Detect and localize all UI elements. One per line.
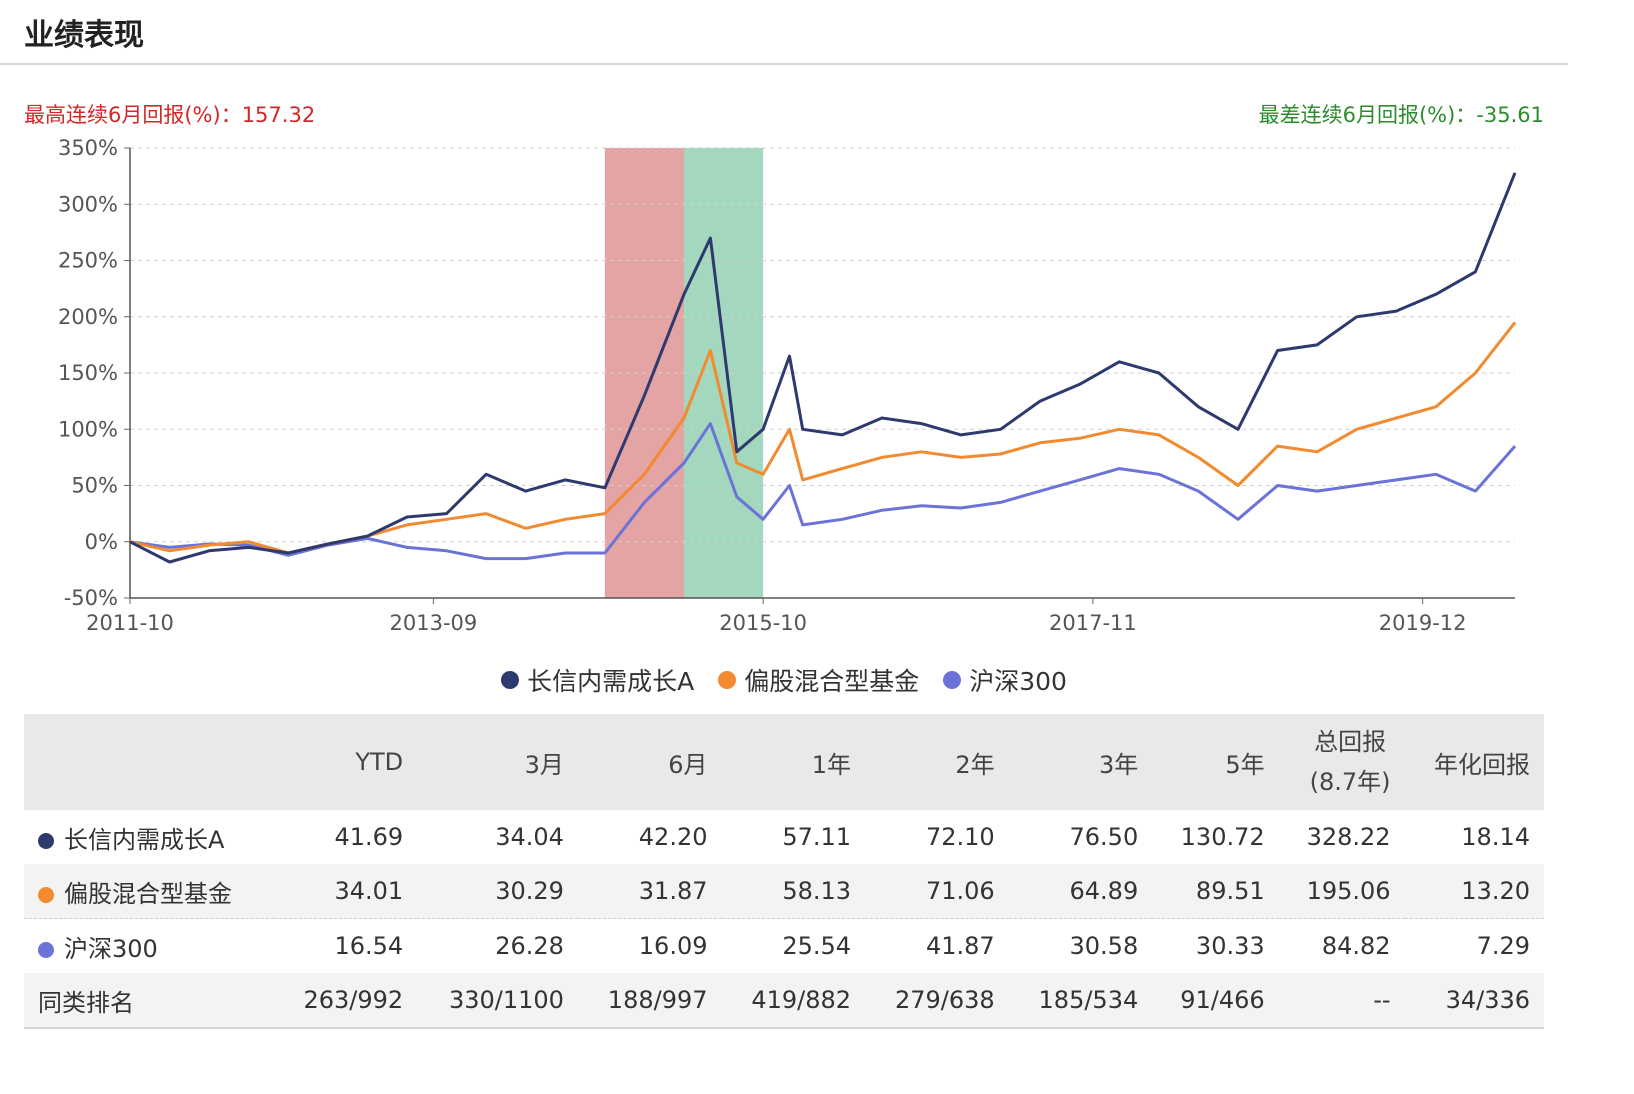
table-cell: 279/638 <box>865 973 1009 1029</box>
table-cell: 91/466 <box>1152 973 1279 1029</box>
table-cell: 16.54 <box>334 932 404 960</box>
row-name: 同类排名 <box>24 973 274 1029</box>
y-tick-label: 200% <box>58 305 118 329</box>
table-cell: 130.72 <box>1180 823 1265 851</box>
table-cell: 58.13 <box>721 864 866 919</box>
table-cell: 34.01 <box>273 864 418 919</box>
table-cell: -- <box>1278 973 1405 1029</box>
y-tick-label: 50% <box>71 474 118 498</box>
table-cell: 330/1100 <box>417 973 578 1029</box>
table-row: 同类排名 263/992 330/1100 188/997 419/882 279/638… <box>24 973 1544 1029</box>
header-name <box>24 714 274 810</box>
table-cell: 195.06 <box>1278 864 1405 919</box>
row-name-label: 偏股混合型基金 <box>64 879 232 908</box>
y-tick-label: 350% <box>58 136 118 160</box>
table-cell: 31.87 <box>577 864 722 919</box>
table-cell: 25.54 <box>782 932 852 960</box>
table-cell: 328.22 <box>1306 823 1391 851</box>
best-6m-return-label: 最高连续6月回报(%)：157.32 <box>24 103 316 127</box>
header-6m: 6月 <box>668 750 708 779</box>
table-cell: 64.89 <box>1008 864 1153 919</box>
header-3y: 3年 <box>1098 750 1139 779</box>
legend-category-dot <box>718 671 737 689</box>
table-cell: 71.06 <box>865 864 1009 919</box>
fund-series-line <box>129 172 1517 564</box>
header-total-sub: (8.7年) <box>1309 768 1391 796</box>
title-divider <box>0 63 1568 65</box>
legend-item-category[interactable]: 偏股混合型基金 <box>718 662 919 698</box>
table-cell: 30.29 <box>417 864 578 919</box>
y-tick-label: -50% <box>64 586 118 610</box>
legend-index-dot <box>943 671 962 689</box>
table-header-row: YTD 3月 6月 1年 2年 3年 5年 总回报 (8.7年) 年化回报 <box>24 714 1544 810</box>
performance-table: YTD 3月 6月 1年 2年 3年 5年 总回报 (8.7年) 年化回报 长信… <box>24 714 1544 1029</box>
legend-fund-label: 长信内需成长A <box>527 667 695 696</box>
table-cell: 263/992 <box>273 973 418 1029</box>
table-cell: 7.29 <box>1476 932 1530 960</box>
legend-item-fund[interactable]: 长信内需成长A <box>501 662 694 698</box>
index-series-line <box>129 422 1517 561</box>
header-2y: 2年 <box>955 750 995 779</box>
header-ytd: YTD <box>355 748 404 776</box>
legend-index-label: 沪深300 <box>969 667 1067 696</box>
header-total: 总回报 (8.7年) <box>1279 714 1405 810</box>
header-3m: 3月 <box>524 750 564 779</box>
x-tick-label: 2011-10 <box>86 611 174 635</box>
table-cell: 188/997 <box>577 973 722 1029</box>
y-tick-label: 0% <box>85 530 118 554</box>
table-row: 长信内需成长A 41.69 34.04 42.20 57.11 72.10 76.50 130… <box>24 810 1544 864</box>
table-row: 沪深300 16.54 26.28 16.09 25.54 41.87 30.58 30.33… <box>24 919 1544 974</box>
x-tick-label: 2013-09 <box>390 611 478 635</box>
x-tick-label: 2015-10 <box>719 611 807 635</box>
y-tick-label: 300% <box>58 192 118 216</box>
header-annualized: 年化回报 <box>1434 750 1530 779</box>
table-cell: 16.09 <box>638 932 708 960</box>
series-dot <box>38 832 54 849</box>
row-name: 偏股混合型基金 <box>24 864 274 919</box>
table-cell: 419/882 <box>721 973 866 1029</box>
table-cell: 41.87 <box>925 932 995 960</box>
worst-6m-return-label: 最差连续6月回报(%)：-35.61 <box>1258 103 1544 127</box>
row-name: 沪深300 <box>24 919 274 974</box>
row-name-label: 沪深300 <box>64 934 158 963</box>
table-cell: 42.20 <box>638 823 708 851</box>
row-name-label: 同类排名 <box>38 988 134 1017</box>
x-tick-label: 2017-11 <box>1049 611 1137 635</box>
table-cell: 13.20 <box>1404 864 1544 919</box>
y-tick-label: 100% <box>58 417 118 441</box>
table-cell: 89.51 <box>1152 864 1279 919</box>
table-cell: 30.58 <box>1069 932 1139 960</box>
chart-legend: 长信内需成长A 偏股混合型基金 沪深300 <box>0 662 1568 698</box>
legend-category-label: 偏股混合型基金 <box>744 667 920 696</box>
table-cell: 72.10 <box>925 823 995 851</box>
header-total-label: 总回报 <box>1314 728 1387 756</box>
section-title: 业绩表现 <box>24 18 144 53</box>
table-cell: 34.04 <box>495 823 564 851</box>
table-cell: 185/534 <box>1008 973 1153 1029</box>
table-cell: 76.50 <box>1069 823 1139 851</box>
legend-fund-dot <box>501 671 520 689</box>
header-5y: 5年 <box>1225 750 1265 779</box>
table-cell: 57.11 <box>782 823 852 851</box>
y-tick-label: 250% <box>58 249 118 273</box>
table-cell: 84.82 <box>1321 932 1391 960</box>
y-tick-label: 150% <box>58 361 118 385</box>
table-cell: 34/336 <box>1404 973 1544 1029</box>
table-body: 长信内需成长A 41.69 34.04 42.20 57.11 72.10 76.50 130… <box>24 810 1544 1029</box>
row-name: 长信内需成长A <box>24 810 274 864</box>
series-dot <box>38 886 54 903</box>
performance-line-chart: 350% 300% 250% 200% 150% 100% 50% 0% -50%2011-10… <box>58 136 1517 635</box>
row-name-label: 长信内需成长A <box>64 825 225 854</box>
x-tick-label: 2019-12 <box>1379 611 1467 635</box>
table-row: 偏股混合型基金 34.01 30.29 31.87 58.13 71.06 64.89 89.… <box>24 864 1544 919</box>
table-cell: 26.28 <box>495 932 564 960</box>
series-dot <box>38 941 54 958</box>
table-cell: 41.69 <box>334 823 404 851</box>
header-1y: 1年 <box>811 750 852 779</box>
category-series-line <box>129 321 1517 555</box>
table-cell: 18.14 <box>1461 823 1530 851</box>
table-cell: 30.33 <box>1195 932 1265 960</box>
legend-item-index[interactable]: 沪深300 <box>943 662 1067 698</box>
